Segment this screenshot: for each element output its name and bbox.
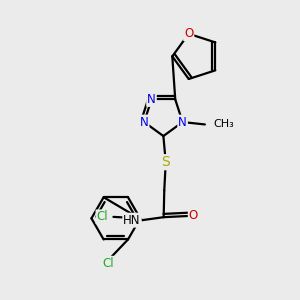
Text: O: O [184,27,193,40]
Text: N: N [147,93,156,106]
Text: Cl: Cl [102,257,114,270]
Text: CH₃: CH₃ [214,119,235,129]
Text: N: N [178,116,187,129]
Text: N: N [140,116,148,129]
Text: O: O [189,209,198,223]
Text: S: S [161,155,170,169]
Text: Cl: Cl [97,210,108,224]
Text: HN: HN [123,214,141,226]
